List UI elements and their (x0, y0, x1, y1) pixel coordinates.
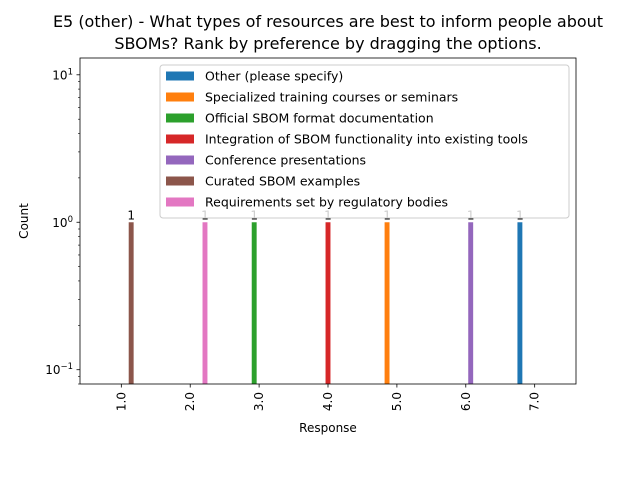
x-tick-label: 5.0 (390, 392, 404, 411)
x-tick-label: 3.0 (252, 392, 266, 411)
bar-1.0-series-5 (128, 222, 134, 384)
legend-swatch (166, 92, 194, 102)
legend-swatch (166, 197, 194, 207)
legend-entry: Requirements set by regulatory bodies (205, 195, 448, 210)
legend-entry: Conference presentations (205, 153, 366, 168)
legend-entry: Specialized training courses or seminars (205, 90, 458, 105)
legend-swatch (166, 134, 194, 144)
legend-entry: Integration of SBOM functionality into e… (205, 132, 528, 147)
chart-title: E5 (other) - What types of resources are… (53, 12, 603, 53)
bar-2.0-series-6 (202, 222, 208, 384)
y-tick-label: 10−1 (45, 362, 73, 377)
y-tick-label: 100 (52, 215, 73, 230)
x-axis-label: Response (299, 421, 357, 435)
legend-swatch (166, 71, 194, 81)
legend-entry: Curated SBOM examples (205, 174, 360, 189)
data-label-1.0-series-5: 1 (127, 208, 135, 222)
bar-3.0-series-2 (251, 222, 257, 384)
bar-5.0-series-1 (384, 222, 390, 384)
legend-swatch (166, 155, 194, 165)
legend-entry: Official SBOM format documentation (205, 111, 434, 126)
x-tick-label: 2.0 (183, 392, 197, 411)
x-tick-label: 1.0 (114, 392, 128, 411)
legend: Other (please specify) Specialized traini… (159, 64, 570, 219)
x-tick-label: 7.0 (528, 392, 542, 411)
legend-swatch (166, 113, 194, 123)
x-axis-ticks: 1.0 2.0 3.0 4.0 5.0 6.0 7.0 (114, 384, 542, 411)
bar-4.0-series-3 (325, 222, 331, 384)
x-tick-label: 4.0 (321, 392, 335, 411)
bars-layer (128, 222, 523, 384)
y-axis-label: Count (17, 203, 31, 239)
bar-6.0-series-4 (468, 222, 474, 384)
legend-swatch (166, 176, 194, 186)
legend-frame (159, 64, 570, 219)
chart-title-line-1: E5 (other) - What types of resources are… (53, 12, 603, 31)
y-axis-ticks: 10−1 100 101 (45, 67, 80, 385)
chart-title-line-2: SBOMs? Rank by preference by dragging th… (114, 34, 541, 53)
y-tick-label: 101 (52, 67, 73, 82)
bar-7.0-series-0 (517, 222, 523, 384)
x-tick-label: 6.0 (459, 392, 473, 411)
legend-entry: Other (please specify) (205, 69, 343, 84)
